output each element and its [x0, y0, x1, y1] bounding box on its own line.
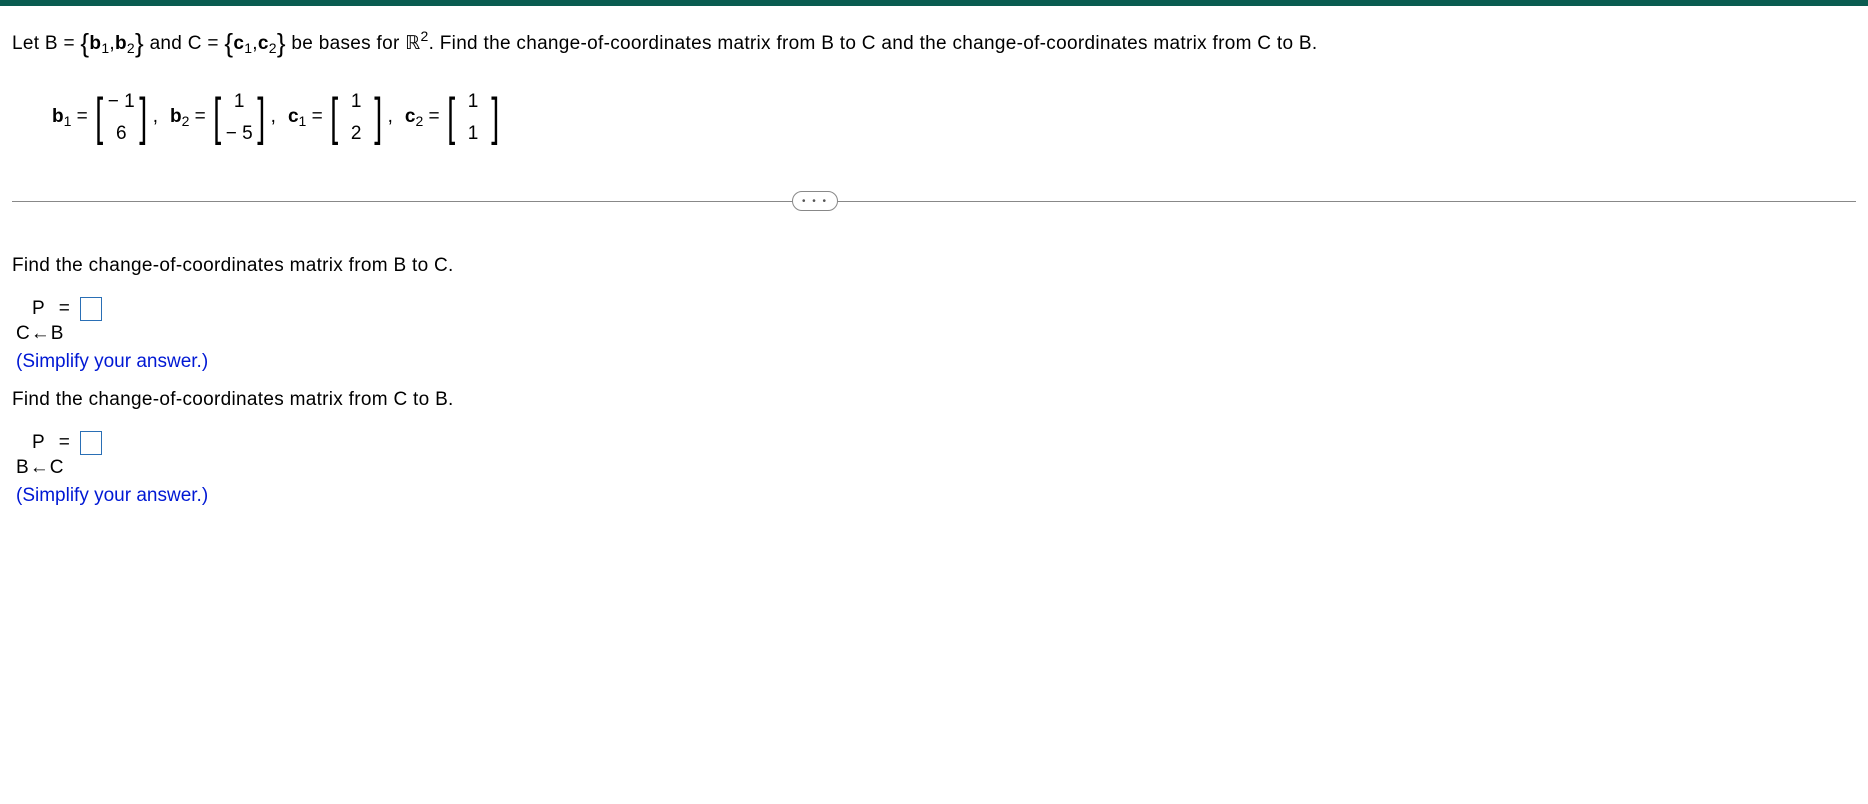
rbracket: ]: [139, 87, 147, 147]
rbracket: ]: [257, 87, 265, 147]
b2-label: b2 =: [170, 106, 206, 129]
divider-line: [12, 201, 1856, 202]
equals: =: [59, 298, 70, 320]
rbracket: ]: [491, 87, 499, 147]
text: Let B =: [12, 33, 80, 54]
part2-answer-line: P =: [32, 431, 1856, 455]
arrow-icon: ←: [31, 323, 50, 344]
rbracket: ]: [374, 87, 382, 147]
p-symbol: P: [32, 432, 45, 454]
c1-vector: 12: [341, 87, 371, 147]
comma: ,: [388, 106, 393, 128]
c1-sym: c: [233, 33, 244, 54]
lbracket: [: [213, 87, 221, 147]
vectors-row: b1 = [ − 16 ] , b2 = [ 1− 5 ] , c1 = [ 1…: [52, 87, 1856, 147]
part1-subscript: C←B: [16, 323, 1856, 345]
b2-sub: 2: [127, 40, 135, 56]
real-sup: 2: [421, 28, 429, 44]
arrow-icon: ←: [30, 457, 49, 478]
part2-prompt: Find the change-of-coordinates matrix fr…: [12, 389, 1856, 411]
b2-vector: 1− 5: [224, 87, 254, 147]
text: and C =: [144, 33, 224, 54]
brace-close: }: [135, 28, 144, 58]
sub-from: C: [16, 323, 30, 344]
text: . Find the change-of-coordinates matrix …: [429, 33, 1318, 54]
expand-pill[interactable]: • • •: [792, 191, 838, 211]
text: be bases for: [286, 33, 405, 54]
brace-open: {: [224, 28, 233, 58]
comma: ,: [153, 106, 158, 128]
c2-sub: 2: [269, 40, 277, 56]
simplify-hint-2: (Simplify your answer.): [16, 485, 1856, 507]
problem-body: Let B = {b1,b2} and C = {c1,c2} be bases…: [0, 6, 1868, 525]
part1-answer-line: P =: [32, 297, 1856, 321]
equals: =: [59, 432, 70, 454]
sub-from: B: [16, 457, 29, 478]
problem-statement: Let B = {b1,b2} and C = {c1,c2} be bases…: [12, 24, 1856, 63]
answer-input-1[interactable]: [80, 297, 102, 321]
brace-close: }: [277, 28, 286, 58]
simplify-hint-1: (Simplify your answer.): [16, 351, 1856, 373]
lbracket: [: [447, 87, 455, 147]
c2-sym: c: [258, 33, 269, 54]
p-symbol: P: [32, 298, 45, 320]
comma: ,: [271, 106, 276, 128]
real-sym: ℝ: [405, 33, 420, 54]
b1-sym: b: [89, 33, 101, 54]
c1-label: c1 =: [288, 106, 323, 129]
c2-label: c2 =: [405, 106, 440, 129]
b1-label: b1 =: [52, 106, 88, 129]
sub-to: C: [50, 457, 64, 478]
part1-prompt: Find the change-of-coordinates matrix fr…: [12, 255, 1856, 277]
part-2: Find the change-of-coordinates matrix fr…: [12, 389, 1856, 507]
part2-subscript: B←C: [16, 457, 1856, 479]
sub-to: B: [51, 323, 64, 344]
part-1: Find the change-of-coordinates matrix fr…: [12, 255, 1856, 373]
b2-sym: b: [115, 33, 127, 54]
b1-vector: − 16: [106, 87, 136, 147]
lbracket: [: [95, 87, 103, 147]
divider-row: • • •: [12, 191, 1856, 211]
ellipsis-icon: • • •: [802, 196, 828, 207]
answer-input-2[interactable]: [80, 431, 102, 455]
c2-vector: 11: [458, 87, 488, 147]
lbracket: [: [330, 87, 338, 147]
